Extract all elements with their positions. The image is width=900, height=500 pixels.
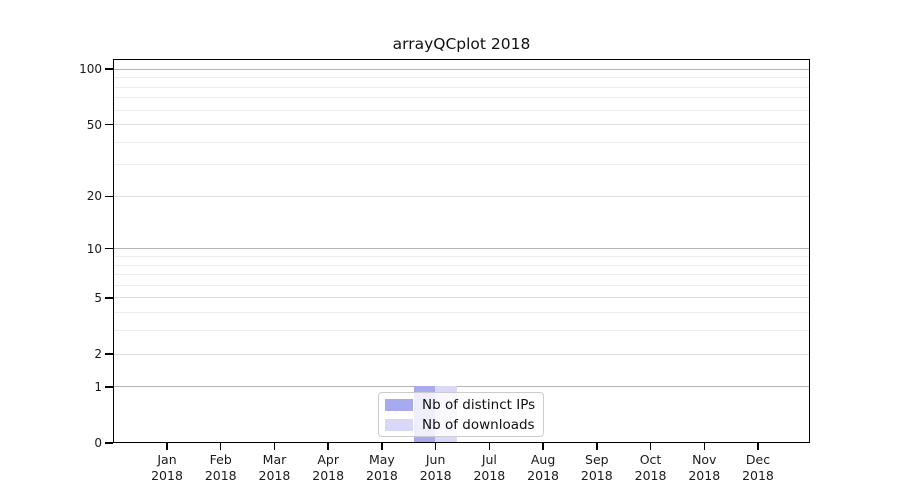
minor-gridline xyxy=(114,97,809,99)
x-tick-mark xyxy=(703,443,705,450)
legend-swatch-downloads xyxy=(385,418,413,431)
x-tick-year: 2018 xyxy=(366,467,398,483)
x-tick-year: 2018 xyxy=(580,467,613,483)
mid-gridline xyxy=(114,353,809,355)
y-tick-label: 20 xyxy=(86,189,102,204)
y-tick-label: 2 xyxy=(94,347,102,361)
legend-label-distinct-ips: Nb of distinct IPs xyxy=(422,396,536,413)
plot-area xyxy=(113,59,810,443)
x-tick-label: Aug 2018 xyxy=(511,452,575,483)
minor-gridline xyxy=(114,274,809,276)
x-tick-label: Jul 2018 xyxy=(457,452,521,483)
x-tick-mark xyxy=(327,443,329,450)
y-tick-label: 0 xyxy=(94,436,102,450)
x-tick-mark xyxy=(542,443,544,450)
x-tick-year: 2018 xyxy=(204,467,237,483)
x-tick-month: May xyxy=(368,452,395,467)
y-tick-mark xyxy=(105,386,113,388)
y-tick-label: 5 xyxy=(94,290,102,305)
minor-gridline xyxy=(114,312,809,314)
x-tick-year: 2018 xyxy=(688,467,721,483)
x-tick-mark xyxy=(166,443,168,450)
x-tick-mark xyxy=(220,443,222,450)
minor-gridline xyxy=(114,264,809,266)
legend-item-downloads: Nb of downloads xyxy=(385,417,543,433)
x-tick-label: Jun 2018 xyxy=(404,452,468,483)
mid-gridline xyxy=(114,297,809,299)
x-tick-label: Dec 2018 xyxy=(726,452,790,483)
legend-swatch-distinct-ips xyxy=(385,398,413,411)
x-tick-mark xyxy=(596,443,598,450)
y-tick-mark xyxy=(105,442,113,444)
y-tick-label: 100 xyxy=(79,62,102,77)
x-tick-mark xyxy=(649,443,652,450)
x-tick-year: 2018 xyxy=(527,467,559,483)
y-tick-mark xyxy=(105,297,113,299)
decade-gridline xyxy=(114,68,809,70)
minor-gridline xyxy=(114,77,809,79)
minor-gridline xyxy=(114,109,809,111)
minor-gridline xyxy=(114,284,809,286)
x-tick-label: Mar 2018 xyxy=(242,452,306,483)
y-tick-mark xyxy=(105,353,113,355)
legend-item-distinct-ips: Nb of distinct IPs xyxy=(385,397,543,413)
x-tick-year: 2018 xyxy=(634,467,667,483)
x-tick-label: May 2018 xyxy=(350,452,414,483)
y-tick-label: 1 xyxy=(94,379,102,394)
x-tick-label: Apr 2018 xyxy=(296,452,360,483)
x-tick-month: Jul xyxy=(481,452,497,467)
x-tick-mark xyxy=(381,443,383,450)
x-tick-month: Nov xyxy=(692,452,717,467)
x-tick-label: Jan 2018 xyxy=(135,452,199,483)
y-tick-label: 50 xyxy=(86,117,102,132)
x-tick-year: 2018 xyxy=(419,467,452,483)
x-tick-year: 2018 xyxy=(742,467,774,483)
y-tick-mark xyxy=(105,248,113,250)
mid-gridline xyxy=(114,195,809,197)
x-tick-mark xyxy=(488,443,491,450)
x-tick-month: Jun xyxy=(425,452,446,467)
x-tick-year: 2018 xyxy=(312,467,345,483)
x-tick-month: Sep xyxy=(585,452,609,467)
chart-title: arrayQCplot 2018 xyxy=(392,35,531,53)
x-tick-mark xyxy=(434,443,437,450)
minor-gridline xyxy=(114,141,809,143)
y-tick-mark xyxy=(105,195,113,198)
x-tick-label: Feb 2018 xyxy=(189,452,253,483)
decade-gridline xyxy=(114,248,809,250)
minor-gridline xyxy=(114,330,809,332)
y-tick-label: 10 xyxy=(86,241,102,256)
x-tick-label: Sep 2018 xyxy=(565,452,629,483)
x-tick-label: Oct 2018 xyxy=(619,452,683,483)
x-tick-month: Aug xyxy=(530,452,556,467)
x-tick-year: 2018 xyxy=(473,467,506,483)
x-tick-year: 2018 xyxy=(258,467,291,483)
x-tick-month: Mar xyxy=(262,452,287,467)
x-tick-month: Apr xyxy=(317,452,339,467)
legend-label-downloads: Nb of downloads xyxy=(422,416,535,433)
x-tick-mark xyxy=(273,443,276,450)
legend: Nb of distinct IPs Nb of downloads xyxy=(378,392,544,437)
x-tick-month: Feb xyxy=(209,452,232,467)
x-tick-label: Nov 2018 xyxy=(672,452,736,483)
decade-gridline xyxy=(114,386,809,388)
minor-gridline xyxy=(114,255,809,257)
y-tick-mark xyxy=(105,123,113,126)
y-tick-mark xyxy=(105,68,113,70)
x-tick-month: Jan xyxy=(157,452,177,467)
mid-gridline xyxy=(114,124,809,126)
x-tick-month: Oct xyxy=(639,452,662,467)
x-tick-month: Dec xyxy=(745,452,771,467)
x-tick-mark xyxy=(757,443,759,450)
x-tick-year: 2018 xyxy=(151,467,183,483)
minor-gridline xyxy=(114,86,809,88)
minor-gridline xyxy=(114,164,809,166)
